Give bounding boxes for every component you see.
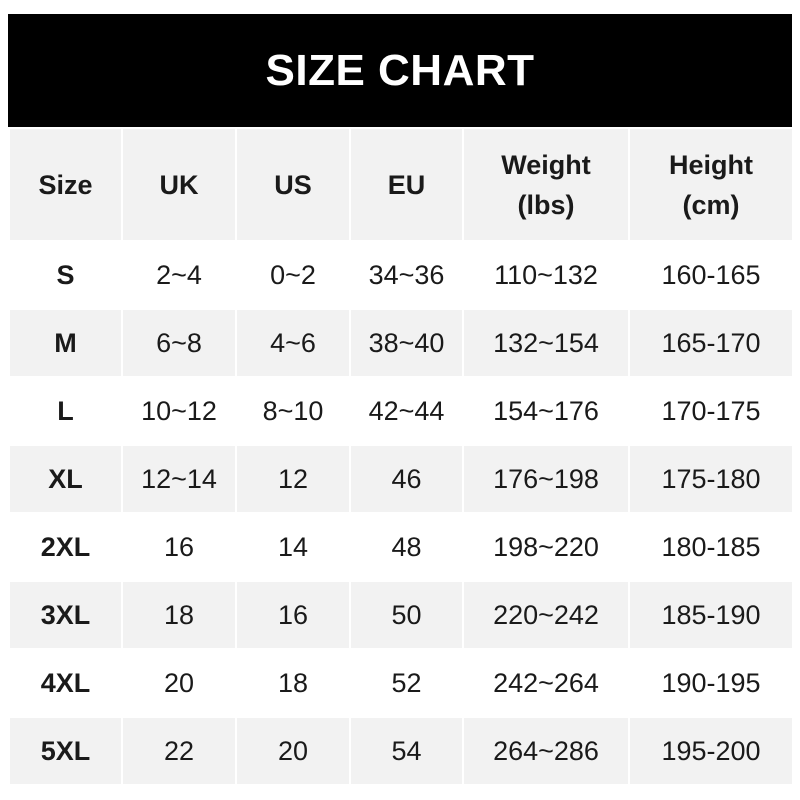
table-cell: 170-175 (628, 376, 794, 446)
table-cell: 160-165 (628, 240, 794, 310)
table-cell: 54 (349, 716, 464, 786)
table-cell: 176~198 (462, 444, 630, 514)
table-cell: 46 (349, 444, 464, 514)
table-cell: 34~36 (349, 240, 464, 310)
size-label: L (8, 376, 123, 446)
table-cell: 0~2 (235, 240, 351, 310)
size-label: 5XL (8, 716, 123, 786)
table-cell: 18 (121, 580, 237, 650)
table-cell: 10~12 (121, 376, 237, 446)
column-header: Weight (lbs) (462, 127, 630, 242)
table-cell: 38~40 (349, 308, 464, 378)
table-row: 4XL 20 18 52 242~264 190-195 (8, 648, 794, 718)
table-cell: 175-180 (628, 444, 794, 514)
column-header: Size (8, 127, 123, 242)
column-header: UK (121, 127, 237, 242)
table-cell: 110~132 (462, 240, 630, 310)
table-row: 2XL 16 14 48 198~220 180-185 (8, 512, 794, 582)
table-cell: 48 (349, 512, 464, 582)
table-cell: 16 (235, 580, 351, 650)
table-cell: 242~264 (462, 648, 630, 718)
header-row: Size UK US EU Weight (lbs) Height (cm) (8, 127, 794, 242)
size-chart-table: Size UK US EU Weight (lbs) Height (cm) S 2~4 0~… (8, 127, 794, 786)
column-header: US (235, 127, 351, 242)
table-row: XL 12~14 12 46 176~198 175-180 (8, 444, 794, 514)
table-cell: 6~8 (121, 308, 237, 378)
table-cell: 220~242 (462, 580, 630, 650)
table-row: M 6~8 4~6 38~40 132~154 165-170 (8, 308, 794, 378)
size-label: 2XL (8, 512, 123, 582)
table-cell: 132~154 (462, 308, 630, 378)
table-cell: 14 (235, 512, 351, 582)
table-cell: 20 (121, 648, 237, 718)
size-label: S (8, 240, 123, 310)
size-label: XL (8, 444, 123, 514)
size-label: 4XL (8, 648, 123, 718)
table-cell: 180-185 (628, 512, 794, 582)
table-cell: 18 (235, 648, 351, 718)
table-cell: 16 (121, 512, 237, 582)
table-cell: 22 (121, 716, 237, 786)
table-row: L 10~12 8~10 42~44 154~176 170-175 (8, 376, 794, 446)
table-cell: 2~4 (121, 240, 237, 310)
size-label: 3XL (8, 580, 123, 650)
table-cell: 154~176 (462, 376, 630, 446)
table-cell: 8~10 (235, 376, 351, 446)
table-row: 3XL 18 16 50 220~242 185-190 (8, 580, 794, 650)
table-cell: 20 (235, 716, 351, 786)
table-cell: 195-200 (628, 716, 794, 786)
table-cell: 42~44 (349, 376, 464, 446)
size-chart-title: SIZE CHART (8, 14, 792, 127)
table-cell: 198~220 (462, 512, 630, 582)
table-row: S 2~4 0~2 34~36 110~132 160-165 (8, 240, 794, 310)
table-cell: 264~286 (462, 716, 630, 786)
table-row: 5XL 22 20 54 264~286 195-200 (8, 716, 794, 786)
table-cell: 4~6 (235, 308, 351, 378)
table-cell: 12 (235, 444, 351, 514)
table-cell: 52 (349, 648, 464, 718)
table-cell: 12~14 (121, 444, 237, 514)
table-cell: 190-195 (628, 648, 794, 718)
column-header: Height (cm) (628, 127, 794, 242)
table-cell: 50 (349, 580, 464, 650)
column-header: EU (349, 127, 464, 242)
size-label: M (8, 308, 123, 378)
table-cell: 165-170 (628, 308, 794, 378)
table-cell: 185-190 (628, 580, 794, 650)
